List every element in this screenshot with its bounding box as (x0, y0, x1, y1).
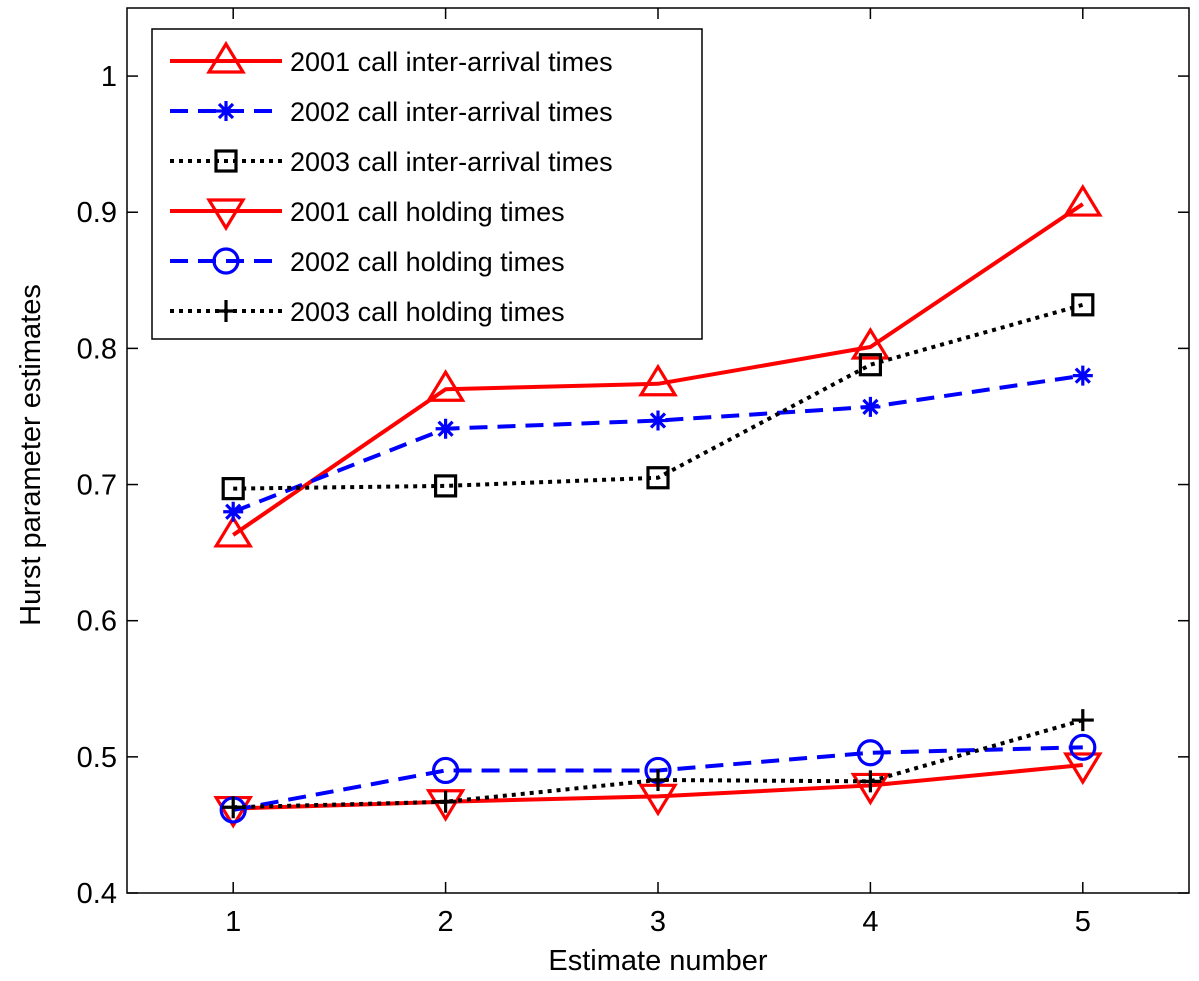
data-point (856, 739, 885, 767)
legend-marker (216, 101, 236, 121)
x-tick-label: 1 (225, 906, 241, 938)
legend-label: 2001 call inter-arrival times (290, 47, 613, 77)
y-tick-label: 1 (101, 61, 117, 93)
y-axis-label: Hurst parameter estimates (15, 284, 47, 626)
data-point (1071, 293, 1095, 317)
legend-label: 2002 call inter-arrival times (290, 97, 613, 127)
data-point (1062, 183, 1103, 217)
series-3 (221, 293, 1095, 501)
data-point (213, 514, 254, 548)
legend-entry-5: 2002 call holding times (170, 247, 565, 277)
y-tick-label: 0.8 (77, 333, 117, 365)
data-point (1062, 752, 1103, 786)
series-line (233, 302, 1084, 491)
legend-label: 2002 call holding times (290, 247, 565, 277)
x-tick-label: 4 (862, 906, 878, 938)
data-point (222, 796, 245, 819)
legend-entry-4: 2001 call holding times (170, 197, 565, 232)
legend-entry-3: 2003 call inter-arrival times (170, 147, 613, 177)
legend-entry-1: 2001 call inter-arrival times (170, 40, 613, 77)
data-point (1071, 709, 1094, 732)
data-point (434, 474, 458, 498)
data-point (435, 418, 456, 439)
legend-box (151, 28, 703, 340)
legend-marker (212, 247, 240, 275)
data-point (223, 501, 244, 522)
data-point (221, 477, 245, 501)
data-point (859, 770, 882, 793)
data-point (646, 466, 670, 490)
x-tick-label: 2 (438, 906, 454, 938)
legend-label: 2003 call inter-arrival times (290, 147, 613, 177)
axis-ticks (127, 8, 1189, 894)
legend-marker (215, 300, 237, 322)
data-point (425, 369, 466, 402)
series-line (232, 202, 1084, 537)
legend-marker (206, 40, 246, 74)
series-6 (222, 709, 1094, 819)
data-point (648, 410, 668, 431)
series-line (232, 373, 1084, 514)
data-point (432, 756, 460, 785)
tick-labels: 1 2 3 4 5 0.4 0.5 0.6 0.7 0.8 0.9 1 (77, 61, 1091, 938)
legend-label: 2001 call holding times (290, 197, 565, 227)
data-point (860, 396, 881, 417)
data-point (434, 790, 457, 813)
x-tick-label: 5 (1075, 906, 1091, 938)
y-tick-label: 0.7 (77, 470, 117, 502)
data-point (850, 326, 891, 360)
y-tick-label: 0.4 (77, 878, 117, 910)
data-point (638, 363, 678, 397)
legend-entry-6: 2003 call holding times (170, 297, 565, 327)
data-point (1072, 365, 1093, 386)
data-point (1069, 733, 1097, 761)
legend-marker (206, 198, 246, 232)
series-line (233, 763, 1083, 811)
legend: 2001 call inter-arrival times 2002 call i… (151, 28, 703, 340)
series-2 (223, 365, 1093, 522)
y-tick-label: 0.9 (77, 197, 117, 229)
y-tick-label: 0.5 (77, 742, 117, 774)
data-point (858, 353, 883, 377)
x-tick-label: 3 (650, 906, 666, 938)
legend-marker (214, 149, 238, 173)
series-1 (213, 183, 1103, 548)
legend-label: 2003 call holding times (290, 297, 565, 327)
x-axis-label: Estimate number (548, 945, 768, 977)
series-layer (213, 183, 1103, 829)
y-tick-label: 0.6 (77, 606, 117, 638)
legend-entry-2: 2002 call inter-arrival times (170, 97, 613, 127)
data-point (647, 768, 669, 791)
